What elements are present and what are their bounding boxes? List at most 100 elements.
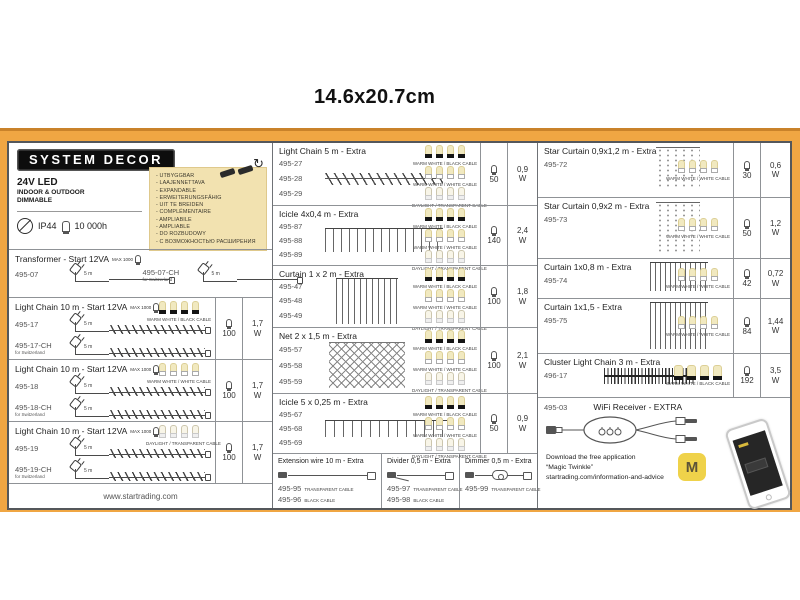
article-number: 495-49 [279,311,303,321]
power-unit: W [518,423,527,433]
cable-length-label: 5 m [211,271,220,277]
bulb-icon [744,269,750,279]
article-number: 495-96 [278,495,302,504]
power-value: 1,2 [769,218,782,228]
power-value: 1,8 [516,287,529,297]
product-row-light-chain: Light Chain 10 m - Start 12VA MAX 1000 W… [9,297,272,359]
bulb-count: 50 [489,174,499,184]
product-title: Dimmer 0,5 m - Extra [465,458,532,465]
product-title: Curtain 1x1,5 - Extra [544,302,622,312]
power-value: 1,44 [767,316,784,326]
power-cell: 1,7 W [242,360,272,421]
light-chain-illustration: 5 m [61,459,213,482]
brand-header: SYSTEM DECOR 24V LED INDOOR & OUTDOOR DI… [9,143,272,251]
connector-swap-illustration: ↻ [219,156,264,182]
max-load-label: MAX 1000 [130,366,152,372]
bulb-count-cell: 192 [733,354,760,397]
product-title: Curtain 1x0,8 m - Extra [544,262,632,272]
bulb-icon [153,303,160,313]
power-cell: 1,7 W [242,298,272,359]
bulb-swatch: DAYLIGHT / TRANSPARENT CABLE [412,310,487,331]
product-row: Light Chain 5 m - Extra 495-27 495-28 49… [273,143,537,208]
rotate-arrow-icon: ↻ [253,156,264,171]
switzerland-note: for Switzerland [15,473,45,479]
divider [17,211,142,212]
article-number: 495-27 [279,159,303,168]
cluster-chain-illustration [604,368,696,384]
product-row: Curtain 1x1,5 - Extra 495-75 WARM WHITE … [538,298,790,353]
power-value: 3,5 [769,366,782,376]
bulb-icon [744,366,750,376]
expandable-item: - С ВОЗМОЖНОСТЬЮ РАСШИРЕНИЯ [156,238,256,245]
no-indoor-transformer-icon [17,218,33,234]
bulb-swatch: WARM WHITE / BLACK CABLE [146,301,212,322]
bulb-swatch: WARM WHITE / BLACK CABLE [412,268,478,289]
accessory-extension-wire: Extension wire 10 m - Extra 495-95 TRANSP… [273,454,381,508]
accessory-divider: Divider 0,5 m - Extra 495-97 TRANSPARENT … [381,454,462,508]
ip-rating: IP44 [38,221,57,231]
bulb-swatch-caption: WARM WHITE / WHITE CABLE [412,182,478,187]
product-title: WiFi Receiver - EXTRA [593,402,683,412]
bulb-icon [153,427,160,437]
bulb-swatch-caption: DAYLIGHT / TRANSPARENT CABLE [412,454,487,459]
bulb-count-cell: 50 [733,198,760,258]
bulb-icon [744,160,750,171]
power-value: 0,9 [516,164,529,174]
article-number: 495-29 [279,189,303,198]
bulb-count: 30 [742,170,752,180]
bulb-icon [226,381,232,391]
bulb-swatch-caption: WARM WHITE / BLACK CABLE [412,161,478,166]
bulb-swatch: DAYLIGHT / TRANSPARENT CABLE [412,372,487,393]
cable-length-label: 5 m [84,344,93,350]
transformer-wire-illustration: 5 m [61,262,175,285]
bulb-swatch: WARM WHITE / WHITE CABLE [412,229,478,250]
article-number: 495-99 [465,484,489,493]
catalog-card: SYSTEM DECOR 24V LED INDOOR & OUTDOOR DI… [0,128,800,512]
bulb-icon [491,351,497,361]
power-unit: W [771,228,780,237]
bulb-swatch: WARM WHITE / BLACK CABLE [665,365,731,386]
product-row: Curtain 1 x 2 m - Extra 495-47 495-48 49… [273,265,537,331]
bulb-count: 50 [489,424,499,433]
expandable-item: - ERWEITERUNGSFÄHIG [156,194,222,201]
download-line: Download the free application [546,454,636,461]
bulb-icon [153,365,160,375]
article-number: 495-28 [279,174,303,183]
bulb-count: 42 [742,279,752,288]
bulb-swatch: WARM WHITE / WHITE CABLE [412,166,478,187]
bulb-count-cell: 140 [480,206,507,265]
power-value: 1,7 [251,443,264,453]
article-number: 495-19-CH [15,464,52,474]
product-title: Icicle 5 x 0,25 m - Extra [279,397,368,407]
power-unit: W [518,174,527,183]
product-title: Light Chain 10 m - Start 12VA [15,364,128,374]
bulb-count: 100 [222,453,236,462]
magic-twinkle-app-icon: M [678,453,706,481]
bulb-swatch-caption: DAYLIGHT / TRANSPARENT CABLE [412,326,487,331]
product-title: Cluster Light Chain 3 m - Extra [544,357,661,367]
article-number: 495-18 [15,382,39,391]
bulb-swatch-caption: WARM WHITE / BLACK CABLE [665,381,731,386]
wifi-receiver-row: 495-03 WiFi Receiver - EXTRA [538,397,790,445]
article-number: 495-98 [387,495,411,504]
article-number: 496-17 [544,371,568,380]
article-number: 495-07 [15,270,39,279]
bulb-swatch: WARM WHITE / BLACK CABLE [412,330,478,351]
bulb-count-cell: 30 [733,143,760,197]
bulb-count: 84 [742,326,752,336]
bulb-count-cell: 100 [480,328,507,393]
power-unit: W [518,296,527,306]
product-title: Extension wire 10 m - Extra [278,458,364,465]
power-value: 0,6 [769,160,782,170]
app-name: “Magic Twinkle” [546,464,594,472]
power-cell: 1,2 W [760,198,790,258]
bulb-swatch: WARM WHITE / WHITE CABLE [412,351,478,372]
power-unit: W [518,360,527,370]
product-title: Icicle 4x0,4 m - Extra [279,209,359,219]
power-unit: W [518,235,527,245]
product-title: Star Curtain 0,9x2 m - Extra [544,201,650,211]
brand-logo: SYSTEM DECOR [17,149,176,171]
bulb-count: 100 [222,391,236,400]
bulb-count: 100 [487,361,501,370]
article-number: 495-48 [279,296,303,306]
